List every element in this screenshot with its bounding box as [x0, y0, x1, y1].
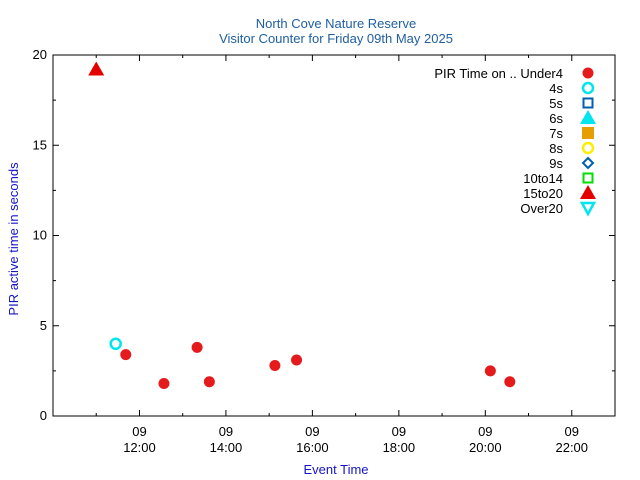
- y-axis-label: PIR active time in seconds: [6, 162, 21, 316]
- x-tick-day-label: 09: [132, 424, 146, 439]
- legend: PIR Time on .. Under44s5s6s7s8s9s10to141…: [434, 66, 597, 217]
- legend-label: 10to14: [523, 171, 563, 186]
- data-point-under4: [158, 378, 170, 390]
- plot-area: 051015200912:000914:000916:000918:000920…: [33, 47, 616, 455]
- x-tick-day-label: 09: [565, 424, 579, 439]
- y-tick-label: 10: [33, 228, 47, 243]
- x-tick-time-label: 20:00: [469, 440, 502, 455]
- legend-title: PIR Time on .. Under4: [434, 66, 563, 81]
- data-point-under4: [269, 359, 281, 371]
- legend-label: 8s: [549, 141, 563, 156]
- data-point-under4: [291, 354, 303, 366]
- legend-label: 6s: [549, 111, 563, 126]
- legend-marker-8s: [581, 141, 595, 155]
- data-point-under4: [484, 365, 496, 377]
- y-tick-label: 20: [33, 47, 47, 62]
- x-axis-label: Event Time: [303, 462, 368, 477]
- legend-marker-15to20: [580, 185, 596, 199]
- x-tick-time-label: 22:00: [555, 440, 588, 455]
- legend-label: 7s: [549, 126, 563, 141]
- y-tick-label: 5: [40, 318, 47, 333]
- data-point-15to20: [88, 61, 105, 76]
- x-tick-time-label: 18:00: [383, 440, 416, 455]
- legend-label: 9s: [549, 156, 563, 171]
- legend-marker-5s: [582, 97, 594, 109]
- legend-marker-over20: [579, 201, 597, 217]
- x-tick-time-label: 16:00: [296, 440, 329, 455]
- x-tick-day-label: 09: [219, 424, 233, 439]
- data-point-under4: [191, 341, 203, 353]
- chart-subtitle: Visitor Counter for Friday 09th May 2025: [219, 31, 453, 46]
- x-tick-day-label: 09: [392, 424, 406, 439]
- x-tick-time-label: 12:00: [123, 440, 156, 455]
- legend-marker-10to14: [582, 172, 594, 184]
- data-point-under4: [504, 376, 516, 388]
- legend-label: 4s: [549, 81, 563, 96]
- legend-label: Over20: [520, 201, 563, 216]
- y-tick-label: 0: [40, 408, 47, 423]
- data-point-under4: [120, 349, 132, 361]
- legend-marker-4s: [581, 81, 595, 95]
- legend-label: 5s: [549, 96, 563, 111]
- legend-marker-6s: [580, 110, 596, 124]
- legend-marker-7s: [582, 127, 594, 139]
- legend-marker-9s: [581, 156, 595, 170]
- data-point-under4: [203, 376, 215, 388]
- y-tick-label: 15: [33, 137, 47, 152]
- x-tick-day-label: 09: [478, 424, 492, 439]
- chart-title: North Cove Nature Reserve: [256, 16, 416, 31]
- legend-marker-under4: [582, 67, 594, 79]
- data-point-4s: [109, 337, 122, 351]
- legend-label: 15to20: [523, 186, 563, 201]
- x-tick-time-label: 14:00: [210, 440, 243, 455]
- x-tick-day-label: 09: [305, 424, 319, 439]
